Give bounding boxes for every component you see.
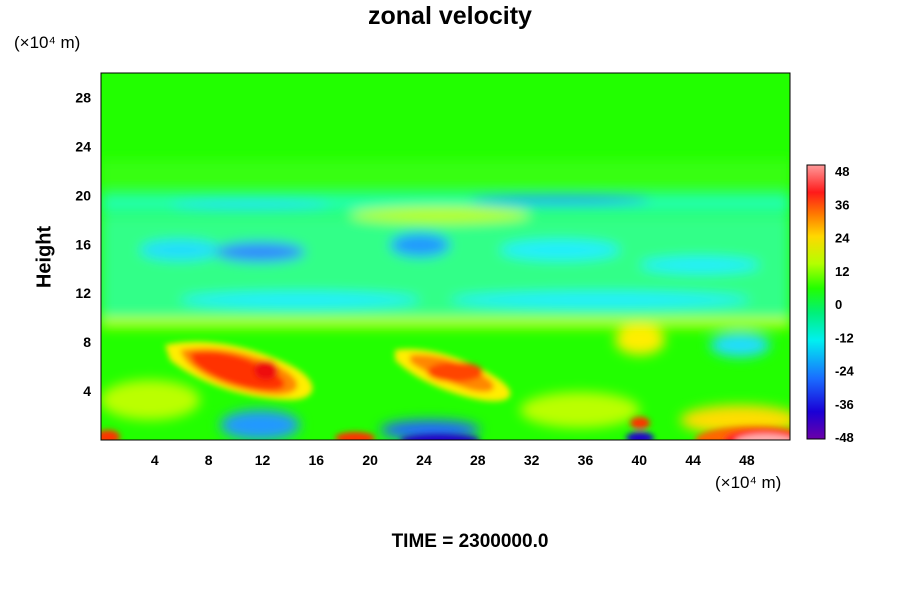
- y-unit-label: (×10⁴ m): [14, 33, 80, 53]
- y-tick-label: 24: [75, 138, 91, 154]
- x-unit-label: (×10⁴ m): [715, 473, 781, 493]
- x-tick-label: 44: [685, 452, 701, 468]
- x-tick-label: 12: [255, 452, 271, 468]
- x-tick-label: 16: [309, 452, 325, 468]
- colorbar: [806, 164, 826, 440]
- colorbar-tick-label: 36: [835, 197, 849, 212]
- y-tick-label: 16: [75, 236, 91, 252]
- x-tick-label: 40: [631, 452, 647, 468]
- y-tick-label: 20: [75, 187, 91, 203]
- colorbar-tick-label: 24: [835, 231, 850, 246]
- colorbar-tick-label: 48: [835, 164, 849, 179]
- colorbar-tick-label: -48: [835, 430, 854, 445]
- x-tick-label: 20: [362, 452, 378, 468]
- x-tick-label: 8: [205, 452, 213, 468]
- x-unit-text: (×10⁴ m): [715, 473, 782, 492]
- y-unit-text: (×10⁴ m): [14, 33, 81, 52]
- plot-frame: [100, 72, 791, 441]
- x-ticks: 4 8 12 16 20 24 28 32 36 40 44 48: [151, 452, 755, 468]
- colorbar-tick-label: -36: [835, 397, 854, 412]
- x-tick-label: 48: [739, 452, 755, 468]
- colorbar-ticks: 48 36 24 12 0 -12 -24 -36 -48: [835, 164, 855, 445]
- colorbar-tick-label: -12: [835, 330, 854, 345]
- y-tick-label: 12: [75, 285, 91, 301]
- x-tick-label: 36: [578, 452, 594, 468]
- heatmap-field: [101, 73, 790, 440]
- y-tick-label: 8: [83, 334, 91, 350]
- x-tick-label: 4: [151, 452, 159, 468]
- x-tick-label: 24: [416, 452, 432, 468]
- colorbar-tick-label: 0: [835, 297, 842, 312]
- time-label: TIME = 2300000.0: [391, 531, 549, 552]
- x-tick-label: 32: [524, 452, 540, 468]
- y-tick-label: 28: [75, 89, 91, 105]
- x-tick-label: 28: [470, 452, 486, 468]
- y-ticks: 4 8 12 16 20 24 28: [75, 89, 91, 399]
- chart-title: zonal velocity: [368, 2, 532, 30]
- y-tick-label: 4: [83, 383, 91, 399]
- colorbar-tick-label: 12: [835, 264, 849, 279]
- colorbar-tick-label: -24: [835, 364, 855, 379]
